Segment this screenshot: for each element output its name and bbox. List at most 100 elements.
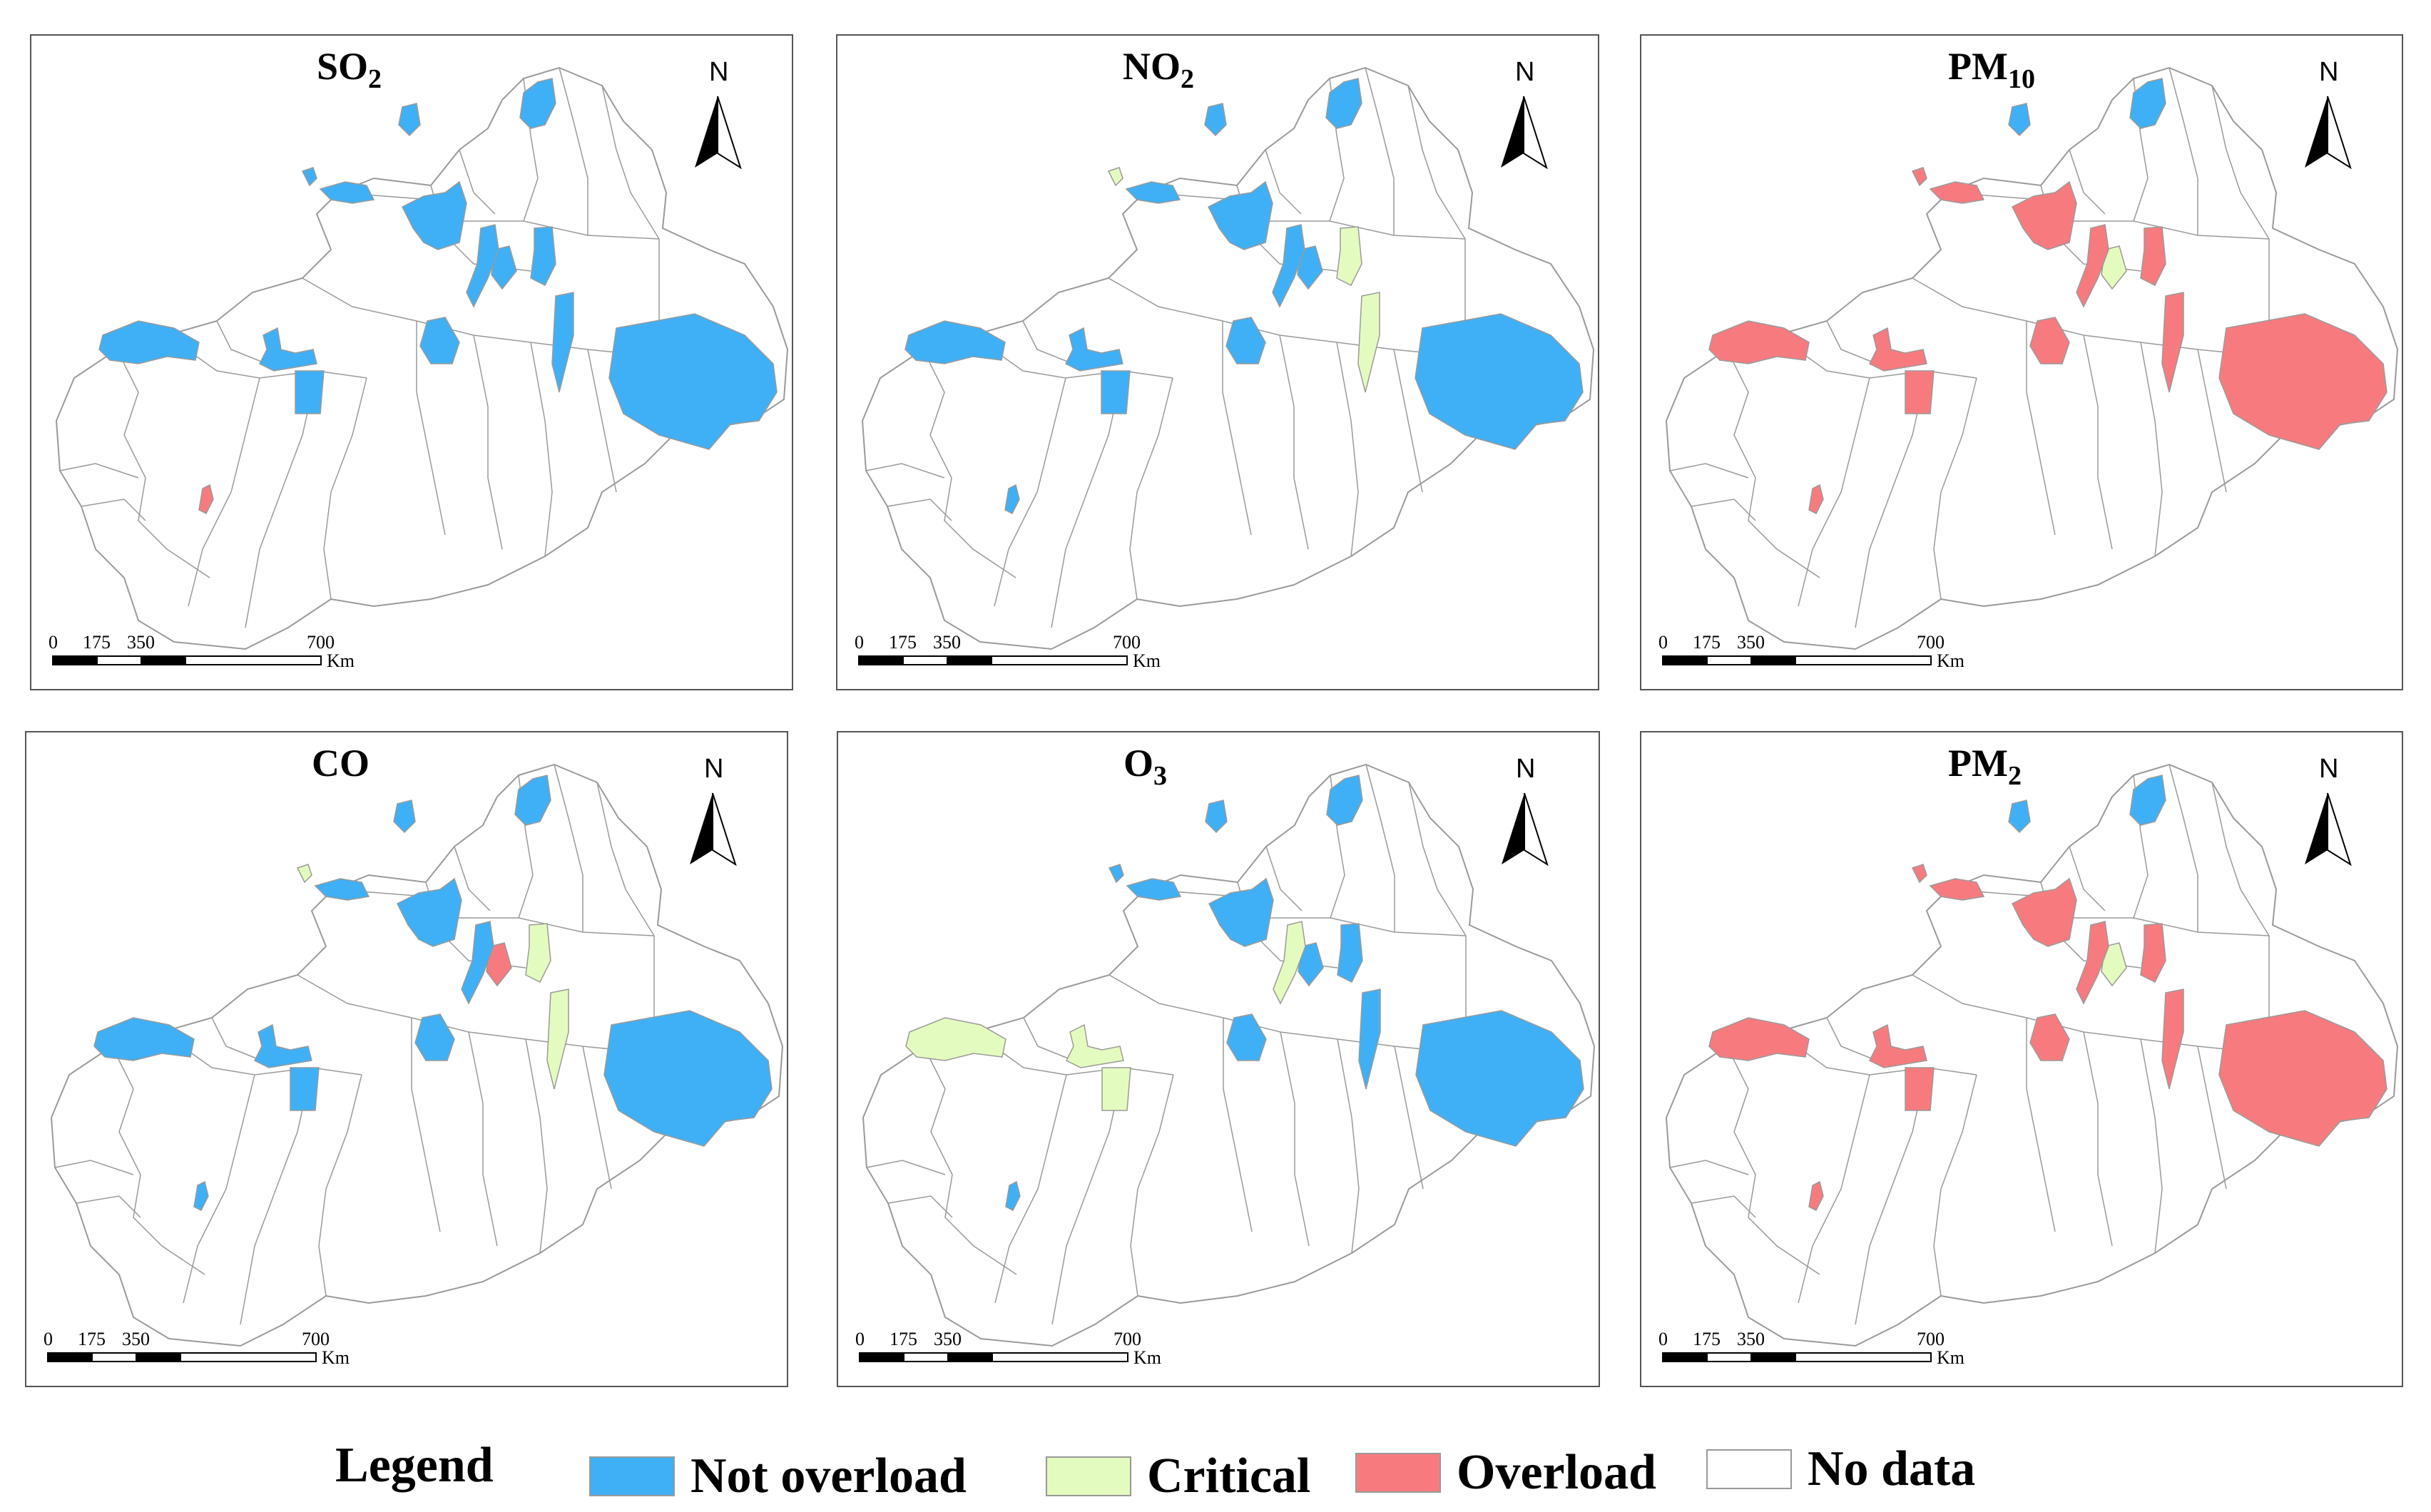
legend-label: Overload [1457, 1445, 1656, 1500]
county-boundary [1129, 377, 1173, 600]
county-region-not-overload [1064, 327, 1123, 372]
scale-tick-label: 350 [1737, 1329, 1765, 1349]
county-boundary [2211, 782, 2270, 936]
province-outline [1665, 66, 2399, 650]
county-region-not-overload [1204, 103, 1227, 137]
legend-item-critical: Critical [1046, 1448, 1310, 1505]
county-boundary [922, 349, 1016, 578]
legend-item-overload: Overload [1355, 1444, 1656, 1501]
county-region-overload [2161, 989, 2184, 1090]
north-arrow-icon [690, 792, 737, 867]
county-boundary [1144, 889, 1467, 936]
county-boundary [1223, 1018, 1253, 1232]
province-outline [1665, 763, 2399, 1347]
county-region-overload [1708, 320, 1810, 364]
county-region-not-overload [1207, 180, 1273, 250]
county-region-not-overload [319, 181, 375, 204]
county-boundary [2083, 334, 2113, 550]
county-region-not-overload [419, 317, 460, 364]
county-boundary [559, 67, 588, 235]
county-region-not-overload [314, 878, 370, 901]
county-region-not-overload [466, 224, 499, 308]
county-boundary [601, 85, 660, 240]
county-region-not-overload [519, 78, 556, 129]
county-boundary [1393, 349, 1423, 493]
scale-tick-label: 700 [307, 632, 335, 653]
scale-tick-label: 700 [1917, 1329, 1945, 1349]
county-region-not-overload [491, 245, 517, 290]
county-boundary [411, 1018, 441, 1232]
county-region-critical [1357, 292, 1380, 393]
county-region-not-overload [2129, 775, 2166, 826]
county-boundary [211, 1017, 263, 1061]
scale-tick-label: 700 [1113, 632, 1141, 653]
county-boundary [2197, 349, 2227, 493]
county-boundary [111, 1046, 205, 1275]
scale-tick-label: 175 [83, 632, 111, 653]
county-boundary [1933, 1074, 1977, 1297]
county-boundary [454, 846, 491, 911]
scale-tick-label: 350 [933, 632, 961, 653]
county-boundary [525, 1038, 548, 1254]
county-region-not-overload [1226, 1013, 1267, 1061]
map-panel: CO N 0 175 350 700 Km [25, 731, 788, 1387]
county-region-not-overload [1225, 317, 1266, 364]
panel-title: PM10 [1948, 44, 2035, 95]
county-boundary [865, 463, 945, 479]
scale-unit-label: Km [327, 650, 355, 671]
county-region-not-overload [253, 1023, 312, 1068]
county-region-not-overload [1205, 800, 1228, 834]
province-outline [50, 763, 784, 1347]
scale-tick-label: 350 [934, 1329, 962, 1349]
scale-tick-label: 350 [122, 1329, 150, 1349]
county-region-critical [1101, 1067, 1131, 1111]
scale-tick-label: 700 [1113, 1329, 1141, 1349]
scale-tick-label: 350 [1737, 632, 1765, 653]
county-region-not-overload [1337, 923, 1363, 984]
north-arrow-icon [695, 96, 742, 170]
scale-unit-label: Km [1937, 650, 1964, 671]
county-boundary [183, 1074, 255, 1304]
county-region-not-overload [401, 180, 467, 250]
map-panel: NO2 N 0 175 350 700 Km [836, 34, 1599, 690]
scale-tick-label: 0 [1658, 632, 1668, 653]
legend-swatch [589, 1456, 675, 1496]
panel-title: PM2 [1948, 741, 2022, 792]
panel-title-main: PM [1948, 742, 2008, 785]
county-region-critical [1065, 1023, 1124, 1068]
scale-tick-label: 700 [302, 1329, 330, 1349]
legend-label: Critical [1147, 1449, 1311, 1503]
north-arrow-icon [1501, 96, 1548, 170]
county-boundary [1365, 764, 1395, 932]
legend-swatch [1046, 1456, 1131, 1496]
county-region-not-overload [1325, 78, 1362, 129]
county-boundary [2211, 85, 2270, 240]
region-map [52, 66, 789, 665]
scale-tick-label: 175 [78, 1329, 106, 1349]
county-region-not-overload [1415, 313, 1584, 450]
county-boundary [116, 349, 210, 578]
panel-title-main: O [1123, 742, 1154, 785]
county-region-overload [1911, 167, 1927, 187]
legend-label: No data [1808, 1441, 1976, 1496]
legend-item-no-data: No data [1706, 1441, 1975, 1498]
county-boundary [337, 192, 660, 240]
county-boundary [2083, 1031, 2113, 1247]
county-boundary [1143, 192, 1466, 240]
scale-tick-label: 0 [855, 1329, 865, 1349]
north-label: N [2319, 57, 2339, 87]
county-boundary [1826, 1017, 1877, 1061]
county-region-not-overload [98, 320, 200, 364]
county-boundary [587, 349, 617, 493]
county-boundary [1279, 334, 1309, 550]
county-boundary [1726, 349, 1820, 578]
county-region-not-overload [2008, 800, 2031, 834]
panel-title-subscript: 2 [368, 63, 382, 94]
panel-title-subscript: 2 [1181, 63, 1194, 94]
county-boundary [216, 320, 267, 364]
county-boundary [1726, 1046, 1820, 1275]
region-map [1662, 763, 2399, 1362]
province-outline [55, 66, 789, 650]
province-outline [862, 763, 1596, 1347]
county-boundary [866, 1160, 946, 1175]
